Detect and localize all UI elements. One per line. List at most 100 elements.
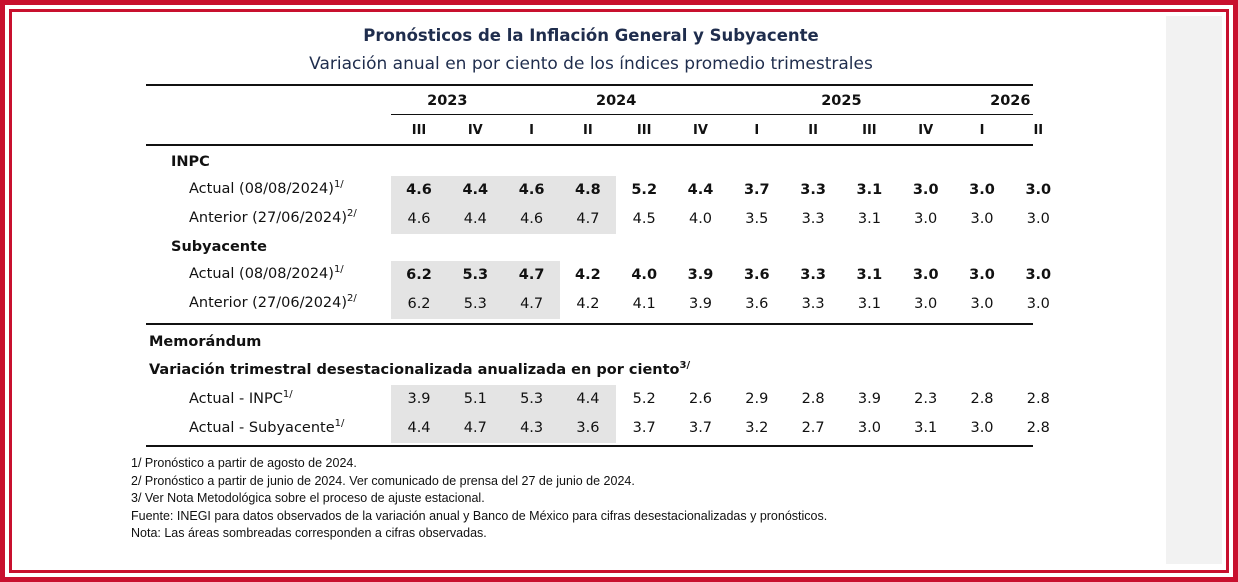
table-cell: 6.2 (406, 267, 432, 283)
observed-shading (391, 176, 617, 234)
memo-subheading: Variación trimestral desestacionalizada … (149, 361, 690, 378)
table-cell: 3.0 (1025, 182, 1052, 198)
row-label-text: Actual (08/08/2024) (189, 181, 334, 197)
memo-heading: Memorándum (149, 334, 261, 350)
rule-line (146, 144, 1033, 146)
table-cell: 4.3 (520, 420, 544, 436)
table-cell: 3.7 (632, 420, 656, 436)
quarter-header: I (754, 123, 760, 138)
table-cell: 3.1 (856, 267, 883, 283)
footnote-ref: 1/ (334, 418, 345, 430)
forecast-table-panel: Pronósticos de la Inflación General y Su… (16, 16, 1166, 564)
table-cell: 3.7 (688, 420, 713, 436)
observed-shading (391, 261, 560, 319)
quarter-header: I (529, 123, 535, 138)
table-cell: 3.5 (745, 211, 769, 227)
rule-line (391, 114, 1033, 115)
table-cell: 4.6 (406, 182, 432, 198)
quarter-header: I (979, 123, 985, 138)
quarter-header: III (862, 123, 877, 138)
footnote-ref: 1/ (282, 389, 293, 401)
quarter-header: II (1033, 123, 1044, 138)
section-heading: INPC (171, 154, 210, 170)
table-cell: 3.9 (407, 391, 431, 407)
rule-line (146, 445, 1033, 447)
table-cell: 3.6 (743, 267, 770, 283)
table-cell: 4.7 (520, 296, 544, 312)
table-cell: 3.0 (1025, 267, 1052, 283)
table-cell: 3.1 (857, 296, 881, 312)
table-cell: 4.6 (518, 182, 545, 198)
table-cell: 3.0 (970, 296, 994, 312)
year-header: 2025 (821, 93, 862, 109)
row-label: Actual - Subyacente1/ (189, 418, 345, 436)
table-cell: 4.0 (688, 211, 713, 227)
table-cell: 2.9 (745, 391, 769, 407)
table-cell: 3.0 (1026, 296, 1050, 312)
row-label: Anterior (27/06/2024)2/ (189, 208, 357, 226)
table-cell: 3.0 (970, 211, 994, 227)
right-margin-strip (1166, 16, 1222, 564)
table-cell: 4.6 (407, 211, 431, 227)
year-header: 2026 (990, 93, 1031, 109)
table-cell: 2.8 (1026, 391, 1050, 407)
table-cell: 5.1 (463, 391, 487, 407)
table-cell: 3.0 (914, 211, 938, 227)
table-cell: 3.0 (912, 182, 939, 198)
memo-heading-text: Memorándum (149, 334, 262, 350)
table-cell: 6.2 (407, 296, 431, 312)
footnote-line: 2/ Pronóstico a partir de junio de 2024.… (131, 473, 635, 488)
table-cell: 4.2 (576, 296, 600, 312)
table-cell: 3.3 (801, 211, 825, 227)
row-label: Anterior (27/06/2024)2/ (189, 293, 357, 311)
table-cell: 4.2 (575, 267, 601, 283)
table-cell: 3.9 (857, 391, 881, 407)
table-cell: 5.3 (463, 296, 487, 312)
table-cell: 3.0 (969, 182, 995, 198)
table-cell: 3.3 (800, 182, 826, 198)
table-cell: 2.8 (801, 391, 825, 407)
observed-shading (391, 385, 617, 443)
rule-line (146, 323, 1033, 325)
table-cell: 5.3 (520, 391, 544, 407)
table-cell: 2.7 (801, 420, 825, 436)
row-label-text: Actual - INPC (189, 391, 283, 407)
section-heading: Subyacente (171, 239, 267, 255)
table-cell: 3.1 (856, 182, 883, 198)
table-cell: 3.9 (688, 296, 713, 312)
row-label: Actual (08/08/2024)1/ (189, 265, 344, 282)
table-cell: 3.3 (801, 296, 825, 312)
row-label-text: Actual (08/08/2024) (189, 266, 334, 282)
footnote-ref: 2/ (347, 293, 357, 305)
year-header: 2024 (596, 93, 637, 109)
table-cell: 3.0 (970, 420, 994, 436)
table-cell: 3.7 (743, 182, 770, 198)
footnote-line: Nota: Las áreas sombreadas corresponden … (131, 526, 487, 540)
table-cell: 2.3 (914, 391, 938, 407)
quarter-header: IV (467, 123, 483, 138)
quarter-header: III (411, 123, 427, 138)
table-cell: 3.2 (745, 420, 769, 436)
quarter-header: III (636, 123, 652, 138)
table-cell: 4.6 (520, 211, 544, 227)
table-cell: 3.0 (969, 267, 995, 283)
table-cell: 2.8 (970, 391, 994, 407)
table-cell: 3.9 (687, 267, 714, 283)
table-cell: 3.0 (857, 420, 881, 436)
table-cell: 3.0 (1026, 211, 1050, 227)
row-label: Actual - INPC1/ (189, 389, 293, 407)
table-cell: 2.6 (688, 391, 713, 407)
table-cell: 4.4 (687, 182, 714, 198)
quarter-header: IV (693, 123, 708, 138)
row-label: Actual (08/08/2024)1/ (189, 179, 344, 197)
footnote-line: 3/ Ver Nota Metodológica sobre el proces… (131, 491, 485, 505)
table-cell: 4.0 (631, 267, 658, 283)
table-cell: 4.4 (462, 182, 489, 198)
table-cell: 5.2 (631, 182, 658, 198)
footnote-ref: 1/ (333, 179, 344, 191)
table-cell: 3.6 (745, 296, 769, 312)
row-label-text: Anterior (27/06/2024) (189, 295, 348, 311)
footnote-ref: 2/ (347, 208, 357, 220)
table-cell: 4.5 (632, 211, 656, 227)
table-cell: 4.8 (575, 182, 601, 198)
